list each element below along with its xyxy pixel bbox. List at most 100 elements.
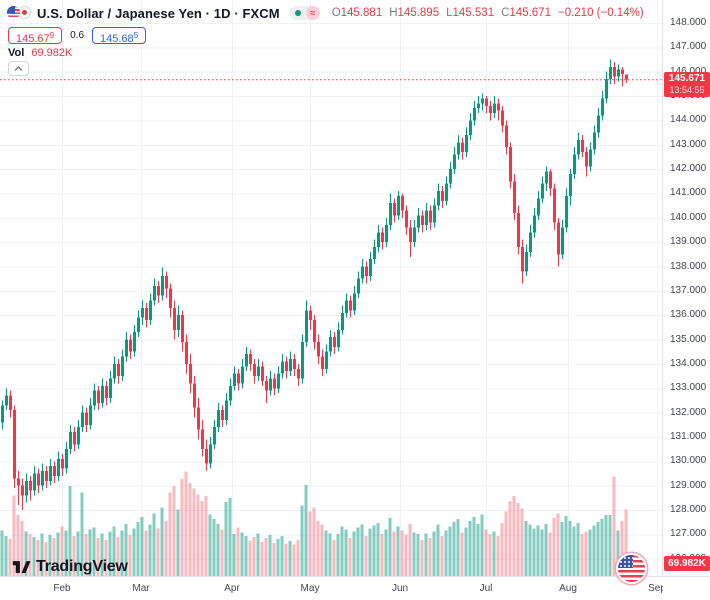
price-tick-label: 137.000 (670, 284, 707, 296)
volume-bar (264, 538, 268, 576)
volume-bar (440, 536, 444, 576)
month-tick-label: Aug (559, 583, 577, 594)
symbol-title-row: U.S. Dollar / Japanese Yen · 1D · FXCM ≈… (0, 4, 644, 22)
volume-bar (548, 532, 552, 576)
candle-body (541, 183, 544, 199)
price-tick-label: 128.000 (670, 504, 707, 515)
candle-body (225, 400, 228, 420)
candle-body (453, 154, 456, 170)
volume-bar (432, 531, 436, 576)
candle-body (461, 142, 464, 153)
price-axis[interactable]: 148.000147.000146.000145.000144.000143.0… (662, 0, 710, 576)
sell-bid-button[interactable]: 145.679 (8, 26, 63, 45)
candle-body (281, 361, 284, 374)
candle-body (105, 385, 108, 398)
volume-bar (624, 509, 628, 576)
candle-body (609, 66, 612, 80)
candle-body (285, 361, 288, 372)
candle-body (193, 383, 196, 408)
candle-body (501, 110, 504, 126)
volume-bar (192, 488, 196, 576)
candle-body (289, 359, 292, 372)
volume-value: 69.982K (31, 47, 73, 59)
candle-body (397, 195, 400, 216)
collapse-legend-button[interactable] (8, 61, 29, 76)
candle-body (297, 368, 300, 379)
volume-bar (620, 520, 624, 576)
volume-bar (200, 500, 204, 576)
us-flag-icon (7, 6, 20, 19)
volume-bar (88, 529, 92, 576)
tradingview-logo[interactable]: TradingView (12, 557, 128, 577)
volume-label: Vol (8, 47, 25, 59)
candle-body (385, 225, 388, 243)
volume-bar (472, 517, 476, 576)
volume-bar (300, 505, 304, 576)
candle-body (249, 354, 252, 364)
chevron-up-icon (14, 66, 23, 71)
volume-bars-layer (0, 471, 628, 576)
volume-bar (16, 515, 20, 576)
time-axis[interactable]: Feb Mar Apr May Jun Jul Aug Sep (0, 576, 710, 600)
candle-body (57, 458, 60, 476)
volume-bar (240, 532, 244, 576)
symbol-status-pill[interactable]: ≈ (289, 6, 320, 20)
candle-body (505, 125, 508, 148)
candle-body (321, 356, 324, 369)
candle-body (489, 105, 492, 114)
price-chart-canvas[interactable] (0, 0, 662, 576)
ask-price-pip: 5 (133, 30, 139, 40)
candle-body (401, 195, 404, 211)
candle-body (233, 373, 236, 386)
candle-body (389, 203, 392, 226)
volume-bar (44, 541, 48, 576)
buy-ask-button[interactable]: 145.685 (92, 26, 147, 45)
volume-bar (528, 524, 532, 576)
candle-body (573, 154, 576, 174)
change-value: −0.210 (−0.14%) (557, 7, 644, 19)
candle-body (485, 98, 488, 106)
spread-value: 0.6 (70, 29, 85, 41)
price-tick-label: 129.000 (670, 479, 707, 491)
volume-bar (220, 529, 224, 576)
volume-bar (96, 538, 100, 576)
price-tick-label: 144.000 (670, 114, 707, 126)
volume-bar (588, 529, 592, 576)
candle-body (185, 341, 188, 364)
candle-body (145, 307, 148, 321)
candle-body (545, 171, 548, 184)
volume-bar (408, 523, 412, 576)
candle-body (513, 181, 516, 213)
volume-bar (244, 536, 248, 576)
candle-body (1, 405, 4, 423)
price-tick-label: 146.000 (670, 66, 706, 77)
candle-body (101, 385, 104, 403)
candle-body (569, 173, 572, 196)
candle-body (553, 188, 556, 223)
candle-body (369, 259, 372, 277)
last-price-badge: 145.671 13:54:55 (664, 71, 710, 97)
price-tick-label: 148.000 (670, 17, 707, 28)
volume-bar (316, 520, 320, 576)
volume-bar (28, 534, 32, 576)
symbol-title[interactable]: U.S. Dollar / Japanese Yen · 1D · FXCM (37, 5, 280, 21)
volume-bar (156, 528, 160, 576)
volume-bar (480, 514, 484, 576)
volume-bar (124, 523, 128, 576)
price-tick-label: 135.000 (670, 333, 707, 345)
volume-bar (376, 522, 380, 576)
candle-body (85, 412, 88, 425)
volume-bar (256, 533, 260, 576)
candle-body (221, 410, 224, 420)
candle-body (617, 69, 620, 77)
volume-bar (384, 529, 388, 576)
volume-bar (360, 524, 364, 576)
volume-bar (252, 537, 256, 576)
candle-body (261, 366, 264, 381)
last-price-value: 145.671 (668, 72, 706, 84)
candle-body (349, 300, 352, 311)
candle-body (533, 215, 536, 233)
candle-body (469, 120, 472, 136)
candle-body (77, 427, 80, 445)
candle-body (9, 395, 12, 411)
